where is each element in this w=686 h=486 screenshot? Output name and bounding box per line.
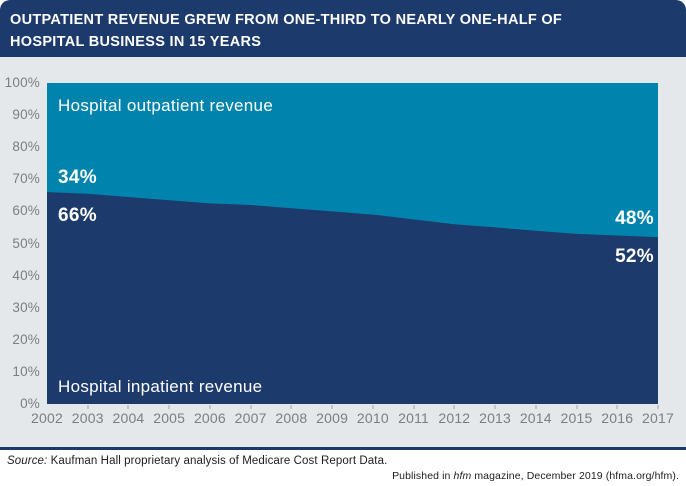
published-note: Published in hfm magazine, December 2019… [7, 470, 679, 482]
x-axis-tick-label: 2008 [275, 410, 308, 426]
source-label: Source: [7, 455, 48, 467]
x-axis-tick-label: 2005 [153, 410, 186, 426]
x-axis-tickmark [249, 405, 252, 409]
x-axis-tickmark [168, 405, 171, 409]
y-axis-tick-label: 30% [12, 299, 40, 315]
y-axis-tick-label: 40% [12, 267, 40, 283]
y-axis-tick-label: 60% [12, 203, 40, 219]
x-axis-tick-label: 2003 [71, 410, 104, 426]
chart-title-bar: OUTPATIENT REVENUE GREW FROM ONE-THIRD T… [0, 0, 686, 57]
published-magazine-name: hfm [453, 470, 472, 482]
x-axis-tickmark [616, 405, 619, 409]
outpatient-start-value: 34% [58, 167, 97, 188]
y-axis-tick-label: 20% [12, 331, 40, 347]
chart-panel: 100% 90% 80% 70% 60% 50% 40% 30% 20% 10% 0% 2002 20… [0, 57, 686, 447]
source-note: Source: Kaufman Hall proprietary analysi… [7, 455, 679, 467]
footer: Source: Kaufman Hall proprietary analysi… [0, 450, 686, 486]
outpatient-end-value: 48% [615, 208, 654, 229]
x-axis-tickmark [86, 405, 89, 409]
x-axis-tickmark [534, 405, 537, 409]
y-axis-tick-label: 50% [12, 235, 40, 251]
x-axis-tick-label: 2002 [31, 410, 63, 426]
x-axis-tick-label: 2004 [112, 410, 145, 426]
x-axis-tickmark [331, 405, 334, 409]
x-axis-tick-label: 2014 [519, 410, 552, 426]
stacked-area-svg [47, 83, 658, 404]
published-pre: Published in [392, 470, 454, 482]
panel-bottom-border [0, 447, 686, 450]
x-axis-tickmark [453, 405, 456, 409]
inpatient-start-value: 66% [58, 205, 97, 226]
x-axis-tickmark [575, 405, 578, 409]
y-axis-tick-label: 90% [12, 106, 40, 122]
x-axis-tick-label: 2012 [438, 410, 471, 426]
plot-area [47, 83, 658, 404]
x-axis-tickmark [657, 405, 659, 409]
inpatient-area [47, 192, 658, 404]
x-axis-tick-label: 2011 [398, 410, 430, 426]
inpatient-end-value: 52% [615, 246, 654, 267]
x-axis-tick-label: 2015 [560, 410, 593, 426]
y-axis-tick-label: 100% [4, 74, 40, 90]
source-text: Kaufman Hall proprietary analysis of Med… [47, 455, 388, 467]
x-axis-tick-label: 2013 [479, 410, 512, 426]
x-axis-tickmark [208, 405, 211, 409]
x-axis-tick-label: 2007 [234, 410, 267, 426]
x-axis-tick-label: 2016 [601, 410, 634, 426]
y-axis-tick-label: 80% [12, 138, 40, 154]
y-axis-tick-label: 10% [12, 363, 40, 379]
x-axis-tick-label: 2006 [193, 410, 226, 426]
x-axis-tickmark [371, 405, 374, 409]
x-axis-tickmark [412, 405, 415, 409]
chart-title-line-2: HOSPITAL BUSINESS IN 15 YEARS [10, 34, 262, 51]
x-axis-tickmark [494, 405, 497, 409]
y-axis-tick-label: 0% [20, 395, 40, 411]
published-post: magazine, December 2019 (hfma.org/hfm). [471, 470, 679, 482]
outpatient-area-label: Hospital outpatient revenue [58, 96, 274, 115]
chart-title-line-1: OUTPATIENT REVENUE GREW FROM ONE-THIRD T… [10, 12, 563, 28]
x-axis-tick-label: 2009 [316, 410, 349, 426]
x-axis-tickmark [127, 405, 130, 409]
x-axis-tickmark [290, 405, 293, 409]
x-axis-tick-label: 2010 [356, 410, 389, 426]
inpatient-area-label: Hospital inpatient revenue [58, 377, 263, 396]
x-axis-tick-label: 2017 [642, 410, 674, 426]
y-axis-tick-label: 70% [12, 171, 40, 187]
